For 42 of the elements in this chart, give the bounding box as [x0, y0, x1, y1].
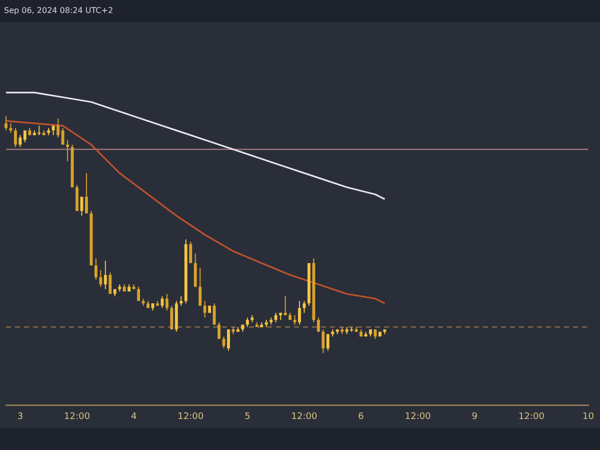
x-tick-label: 3	[17, 412, 24, 422]
candlestick	[18, 134, 22, 148]
x-tick-label: 10	[582, 412, 594, 422]
candlestick	[212, 302, 216, 326]
candlestick	[203, 300, 206, 318]
x-tick-label: 6	[358, 412, 364, 422]
candlestick	[180, 296, 183, 306]
candlestick	[52, 125, 55, 136]
candlestick	[14, 128, 17, 148]
x-tick-label: 12:00	[404, 412, 432, 422]
candlestick	[194, 253, 197, 288]
candlestick	[94, 258, 98, 280]
candlestick	[322, 328, 325, 354]
candlestick	[246, 317, 249, 328]
candlestick	[85, 172, 88, 214]
x-tick-label: 9	[472, 412, 478, 422]
x-tick-label: 12:00	[178, 412, 204, 422]
candlestick	[4, 116, 8, 131]
candlestick	[104, 260, 107, 290]
candlestick	[137, 286, 140, 302]
candlestick	[76, 184, 78, 212]
x-tick-label: 12:00	[64, 412, 90, 422]
candlestick	[298, 300, 301, 326]
x-tick-label: 5	[244, 412, 250, 422]
candlestick	[170, 305, 174, 330]
candlestick	[198, 267, 202, 306]
x-tick-label: 4	[130, 412, 137, 422]
candlestick	[108, 272, 112, 294]
candlestick	[66, 139, 70, 162]
candlestick	[227, 328, 230, 352]
candlestick	[165, 293, 168, 311]
x-tick-label: 12:00	[518, 412, 545, 422]
candlestick	[274, 312, 278, 323]
text: Sep 06, 2024 08:24 UTC+2	[4, 6, 114, 16]
x-tick-label: 12:00	[291, 412, 318, 422]
candlestick	[189, 241, 192, 264]
candlestick	[316, 317, 320, 332]
candlestick	[61, 128, 64, 146]
candlestick	[326, 334, 330, 352]
candlestick	[56, 118, 60, 138]
candlestick	[99, 270, 102, 288]
candlestick	[218, 322, 220, 340]
